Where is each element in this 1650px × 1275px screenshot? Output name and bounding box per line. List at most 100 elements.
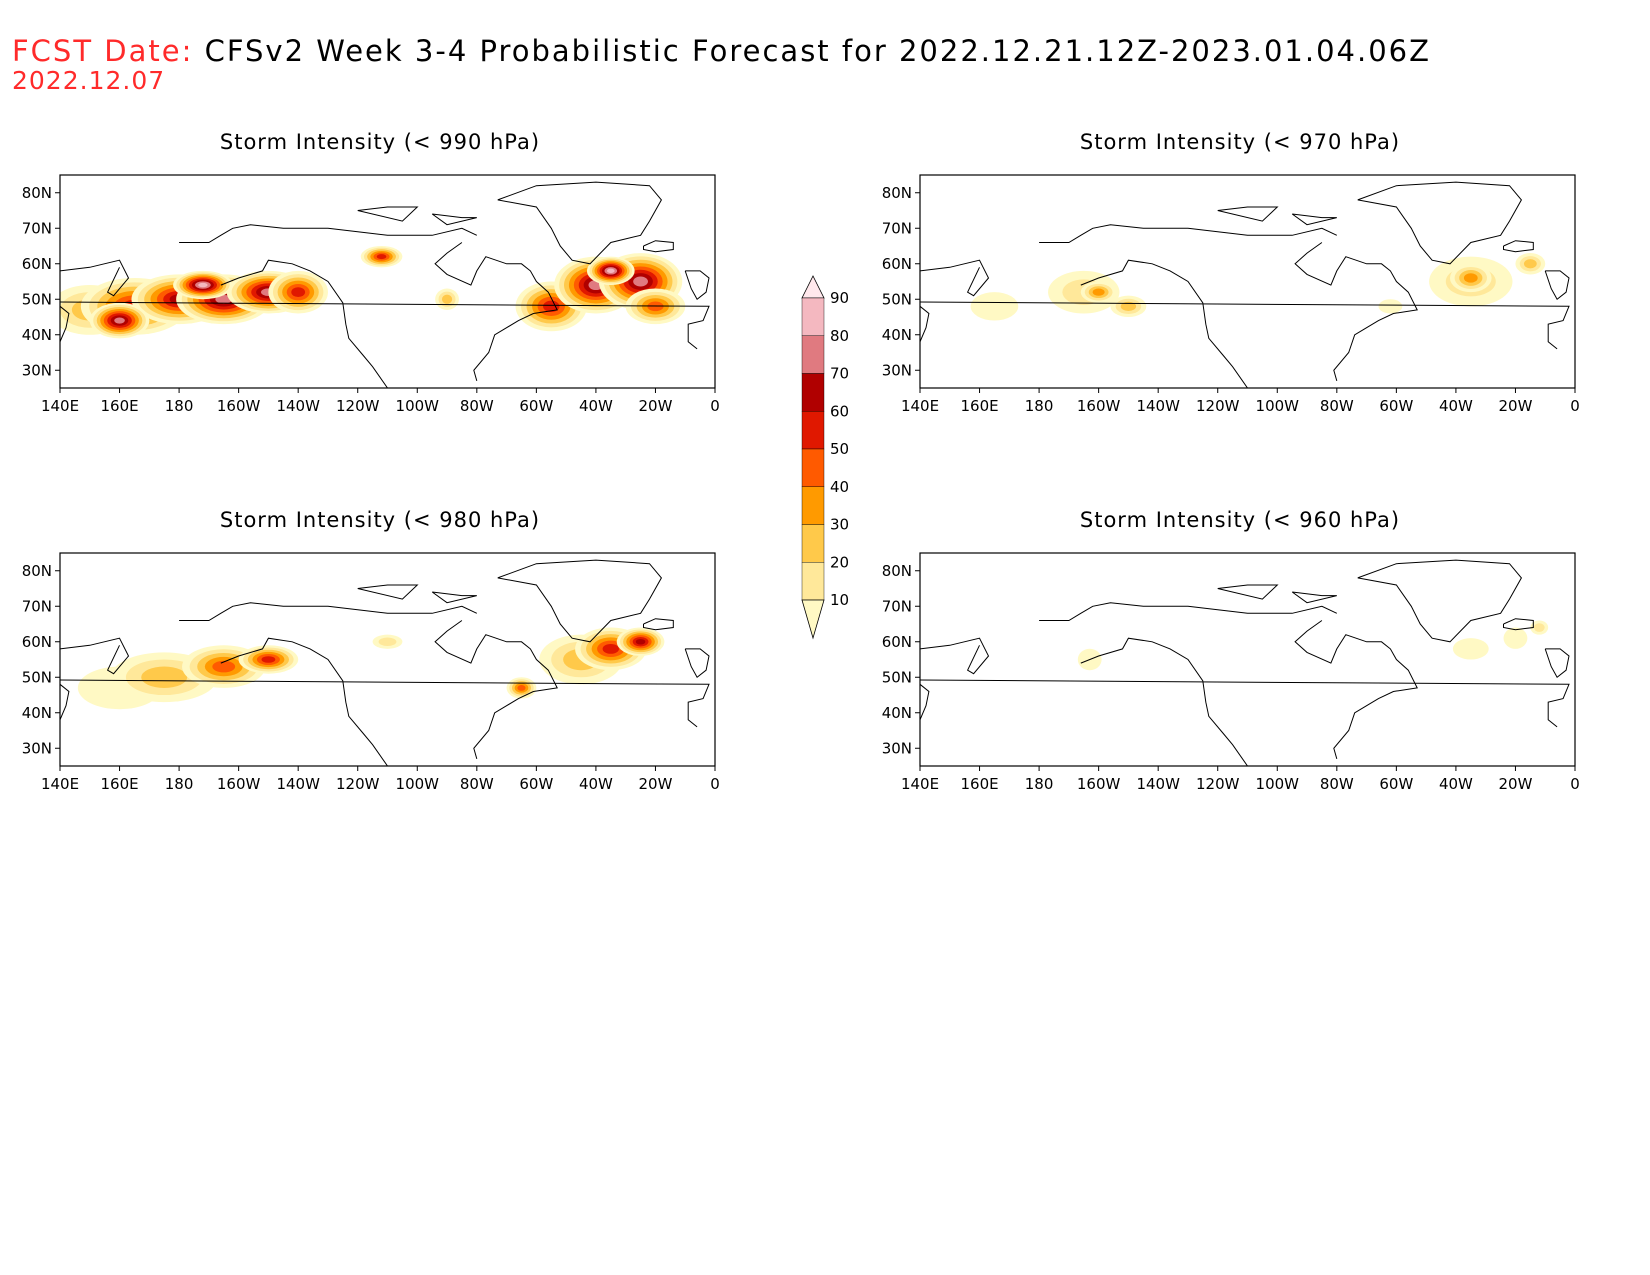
lon-tick-label: 180 (165, 397, 194, 415)
lat-tick-label: 80N (22, 184, 52, 202)
panel-960: Storm Intensity (< 960 hPa) 80N 70N 60N 50N… (860, 508, 1620, 798)
colorbar-swatch (801, 411, 825, 450)
lat-tick-label: 30N (882, 739, 912, 757)
coastline (220, 637, 388, 766)
coastline (1544, 270, 1570, 301)
lon-tick-label: 140W (276, 397, 320, 415)
lon-tick-label: 0 (710, 397, 720, 415)
colorbar-swatch (801, 524, 825, 563)
lon-tick-label: 140W (1136, 775, 1180, 793)
coastline (1080, 259, 1248, 388)
probability-contour (1523, 259, 1537, 269)
figure-header: FCST Date: CFSv2 Week 3-4 Probabilistic … (12, 34, 1431, 95)
lon-tick-label: 160E (100, 397, 138, 415)
lat-tick-label: 70N (22, 597, 52, 615)
colorbar-swatch (801, 562, 825, 601)
coastline (1217, 206, 1279, 222)
coastline (920, 637, 990, 675)
probability-contour (261, 656, 276, 663)
lat-tick-label: 70N (882, 219, 912, 237)
lon-tick-label: 180 (1025, 775, 1054, 793)
coastline (431, 213, 477, 226)
colorbar-swatch (801, 373, 825, 412)
lat-tick-label: 80N (22, 562, 52, 580)
probability-contour (1452, 638, 1489, 660)
plot-frame (919, 174, 1576, 389)
map-970: 80N 70N 60N 50N 40N 30N 140E 160E 180 160W 140W 120… (882, 174, 1580, 415)
probability-contour (970, 292, 1019, 321)
panel-title: Storm Intensity (< 970 hPa) (1079, 130, 1401, 154)
probability-contour (1378, 299, 1403, 314)
coastline (60, 679, 710, 728)
colorbar-label: 70 (830, 365, 849, 383)
lon-tick-label: 140E (41, 775, 79, 793)
lat-tick-label: 60N (882, 633, 912, 651)
coastline (357, 206, 419, 222)
probability-contour (291, 287, 306, 298)
lon-tick-label: 160E (100, 775, 138, 793)
coastline (1544, 648, 1570, 679)
lon-tick-label: 0 (1570, 775, 1580, 793)
coastline (434, 242, 558, 382)
coastline (357, 584, 419, 600)
lon-tick-label: 160E (960, 775, 998, 793)
colorbar-label: 50 (830, 440, 849, 458)
coastline (220, 259, 388, 388)
lat-tick-label: 50N (882, 290, 912, 308)
colorbar-label: 20 (830, 553, 849, 571)
coastline (920, 679, 1570, 728)
panel-990: Storm Intensity (< 990 hPa) 80N 70N 60N 50N… (0, 130, 760, 420)
lat-tick-label: 80N (882, 562, 912, 580)
lon-tick-label: 20W (1498, 775, 1532, 793)
coastline (1357, 181, 1523, 265)
coastline (60, 301, 710, 350)
lat-tick-label: 40N (22, 326, 52, 344)
lon-tick-label: 60W (519, 775, 553, 793)
colorbar-label: 80 (830, 327, 849, 345)
lon-tick-label: 100W (1256, 775, 1300, 793)
lon-tick-label: 140E (901, 775, 939, 793)
lon-tick-label: 20W (638, 775, 672, 793)
coastline (1503, 618, 1534, 631)
probability-contour (1533, 623, 1545, 632)
coastline (1080, 637, 1248, 766)
probability-contour (212, 660, 236, 673)
probability-contour (606, 268, 615, 274)
lon-tick-label: 80W (460, 775, 494, 793)
lon-tick-label: 160W (217, 397, 261, 415)
colorbar-label: 30 (830, 516, 849, 534)
coastline (60, 305, 70, 342)
probability-contour (602, 643, 619, 654)
coastline (1357, 559, 1523, 643)
probability-contour (441, 294, 453, 304)
probability-contour (1120, 301, 1137, 311)
lat-tick-label: 40N (882, 704, 912, 722)
coastline (684, 270, 710, 301)
lat-tick-label: 30N (882, 361, 912, 379)
lat-tick-label: 30N (22, 739, 52, 757)
lon-tick-label: 20W (638, 397, 672, 415)
lon-tick-label: 40W (579, 397, 613, 415)
colorbar-swatch (801, 275, 825, 299)
coastline (179, 602, 478, 621)
probability-contour (378, 637, 397, 647)
lon-tick-label: 80W (1320, 397, 1354, 415)
coastline (1294, 620, 1418, 760)
lon-tick-label: 60W (1379, 775, 1413, 793)
probability-contour (633, 276, 648, 287)
probability-contour (141, 666, 188, 688)
lon-tick-label: 180 (1025, 397, 1054, 415)
plot-frame (59, 174, 716, 389)
panel-980: Storm Intensity (< 980 hPa) 80N 70N 60N 50N… (0, 508, 760, 798)
map-960: 80N 70N 60N 50N 40N 30N 140E 160E 180 160W 140W 120… (882, 552, 1580, 793)
coastline (1291, 213, 1337, 226)
lon-tick-label: 140E (41, 397, 79, 415)
plot-frame (919, 552, 1576, 767)
coastline (1039, 602, 1338, 621)
colorbar: 10 20 30 40 50 60 70 80 90 (801, 275, 849, 640)
probability-field (60, 181, 710, 388)
lon-tick-label: 120W (336, 775, 380, 793)
plot-frame (59, 552, 716, 767)
probability-contour (1463, 273, 1478, 283)
colorbar-label: 40 (830, 478, 849, 496)
